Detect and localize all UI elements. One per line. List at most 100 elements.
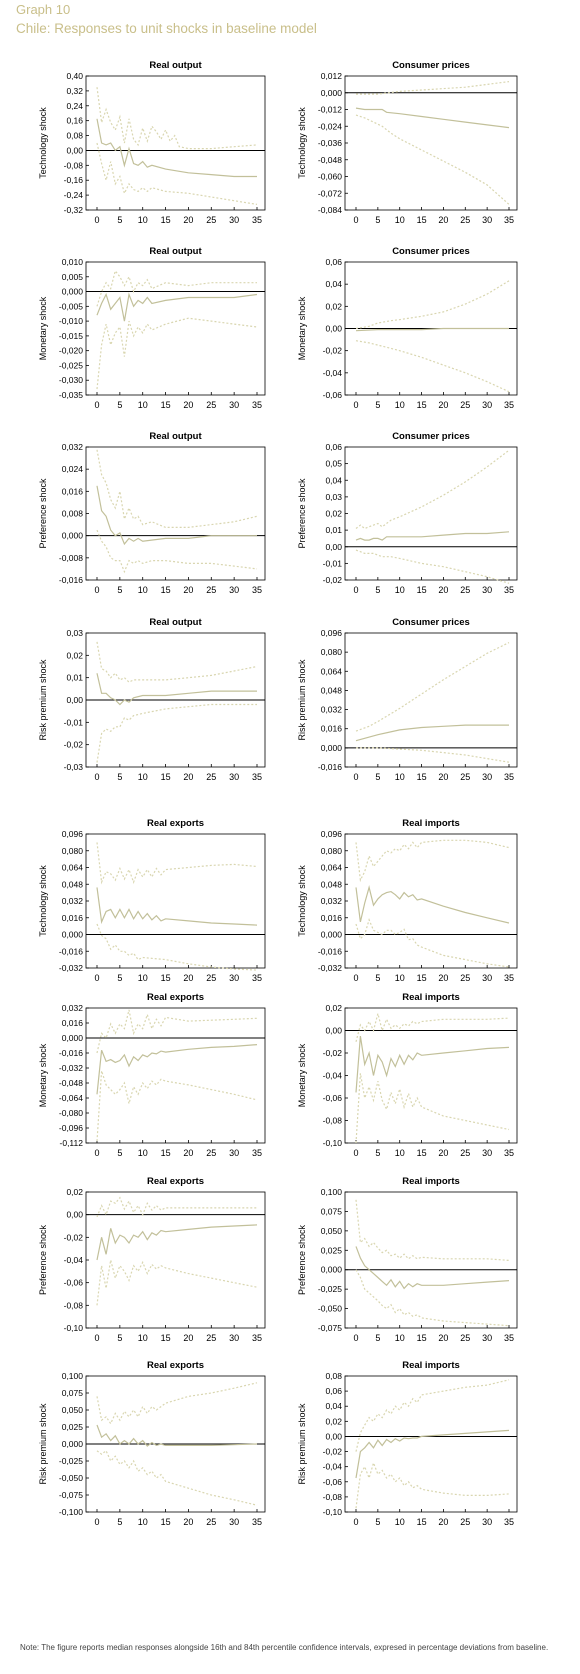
- lower-band-line: [96, 1070, 258, 1142]
- y-tick-label: -0,06: [323, 390, 343, 400]
- x-tick-label: 15: [417, 772, 427, 782]
- median-line: [355, 885, 510, 924]
- y-axis-label: Preference shock: [297, 1224, 307, 1295]
- y-tick-label: 0,000: [62, 930, 84, 940]
- x-tick-label: 5: [117, 973, 122, 983]
- x-tick-label: 15: [161, 585, 171, 595]
- panel-title: Real exports: [147, 1176, 204, 1187]
- y-tick-label: -0,112: [60, 1138, 84, 1148]
- y-axis-label: Risk premium shock: [38, 1403, 48, 1485]
- x-tick-label: 15: [161, 215, 171, 225]
- y-tick-label: 0,064: [62, 863, 84, 873]
- y-tick-label: -0,32: [64, 205, 84, 215]
- x-tick-label: 35: [252, 1517, 262, 1527]
- x-tick-label: 10: [395, 215, 405, 225]
- y-tick-label: -0,008: [59, 553, 83, 563]
- x-tick-label: 25: [460, 215, 470, 225]
- x-tick-label: 20: [438, 1333, 448, 1343]
- y-tick-label: 0,050: [321, 1226, 343, 1236]
- lower-band-line: [96, 1259, 258, 1306]
- median-line: [96, 292, 258, 322]
- y-tick-label: 0,075: [321, 1206, 343, 1216]
- x-tick-label: 15: [417, 1517, 427, 1527]
- figure-note: Note: The figure reports median response…: [20, 1643, 549, 1652]
- x-tick-label: 25: [206, 400, 216, 410]
- y-tick-label: -0,032: [59, 1063, 83, 1073]
- y-tick-label: -0,075: [318, 1323, 342, 1333]
- median-line: [96, 887, 258, 926]
- x-tick-label: 5: [117, 585, 122, 595]
- lower-band-line: [96, 317, 258, 390]
- x-tick-label: 35: [252, 973, 262, 983]
- y-tick-label: 0,080: [321, 846, 343, 856]
- x-tick-label: 10: [138, 1517, 148, 1527]
- x-tick-label: 25: [206, 215, 216, 225]
- x-tick-label: 30: [229, 1148, 239, 1158]
- x-tick-label: 30: [229, 1517, 239, 1527]
- x-tick-label: 5: [375, 1517, 380, 1527]
- y-tick-label: 0,00: [66, 695, 83, 705]
- median-line: [355, 531, 510, 541]
- y-tick-label: 0,080: [62, 846, 84, 856]
- y-axis-label: Technology shock: [38, 107, 48, 179]
- x-tick-label: 30: [482, 400, 492, 410]
- x-tick-label: 20: [438, 1517, 448, 1527]
- panel-title: Real exports: [147, 992, 204, 1003]
- upper-band-line: [355, 280, 510, 330]
- upper-band-line: [96, 842, 258, 885]
- x-tick-label: 30: [229, 973, 239, 983]
- y-tick-label: -0,050: [318, 1304, 342, 1314]
- y-tick-label: 0,000: [62, 531, 84, 541]
- x-tick-label: 0: [353, 973, 358, 983]
- x-tick-label: 30: [229, 215, 239, 225]
- y-tick-label: -0,08: [323, 1116, 343, 1126]
- plot-frame: [344, 1007, 518, 1144]
- x-tick-label: 20: [183, 1517, 193, 1527]
- x-tick-label: 15: [161, 1148, 171, 1158]
- chart-panel: Real exports Preference shock 0,02 0,00 -0,0…: [38, 1176, 266, 1343]
- chart-panel: Real exports Technology shock 0,096 0,080 0,…: [38, 818, 266, 983]
- chart-panel: Consumer prices Technology shock 0,012 0,00…: [297, 60, 518, 225]
- x-tick-label: 10: [138, 215, 148, 225]
- upper-band-line: [96, 87, 258, 150]
- lower-band-line: [355, 1073, 510, 1144]
- y-tick-label: 0,00: [66, 1210, 83, 1220]
- x-tick-label: 15: [161, 772, 171, 782]
- upper-band-line: [96, 1196, 257, 1218]
- median-line: [355, 107, 510, 129]
- x-tick-label: 5: [375, 1333, 380, 1343]
- upper-band-line: [96, 1009, 258, 1054]
- x-tick-label: 35: [252, 585, 262, 595]
- y-tick-label: 0,06: [325, 1386, 342, 1396]
- x-tick-label: 5: [117, 1517, 122, 1527]
- upper-band-line: [356, 81, 510, 95]
- y-tick-label: 0,064: [321, 863, 343, 873]
- x-tick-label: 25: [206, 585, 216, 595]
- y-axis-label: Monetary shock: [297, 296, 307, 360]
- median-line: [96, 1224, 258, 1261]
- y-tick-label: 0,000: [62, 287, 84, 297]
- y-tick-label: -0,048: [318, 155, 342, 165]
- x-tick-label: 5: [375, 400, 380, 410]
- y-tick-label: 0,000: [321, 930, 343, 940]
- panel-title: Real imports: [402, 1176, 460, 1187]
- y-tick-label: -0,08: [64, 1300, 84, 1310]
- x-tick-label: 0: [353, 400, 358, 410]
- y-tick-label: 0,02: [325, 1003, 342, 1013]
- x-tick-label: 30: [229, 772, 239, 782]
- y-axis-label: Risk premium shock: [297, 659, 307, 741]
- y-tick-label: 0,04: [325, 279, 342, 289]
- x-tick-label: 10: [138, 973, 148, 983]
- x-tick-label: 15: [417, 973, 427, 983]
- y-tick-label: -0,04: [323, 368, 343, 378]
- x-tick-label: 10: [395, 973, 405, 983]
- x-tick-label: 25: [460, 400, 470, 410]
- lower-band-line: [355, 1269, 510, 1327]
- panel-title: Consumer prices: [392, 60, 470, 71]
- x-tick-label: 25: [206, 973, 216, 983]
- lower-band-line: [355, 340, 510, 393]
- x-tick-label: 10: [138, 585, 148, 595]
- y-tick-label: 0,025: [62, 1422, 84, 1432]
- y-tick-label: -0,02: [323, 1048, 343, 1058]
